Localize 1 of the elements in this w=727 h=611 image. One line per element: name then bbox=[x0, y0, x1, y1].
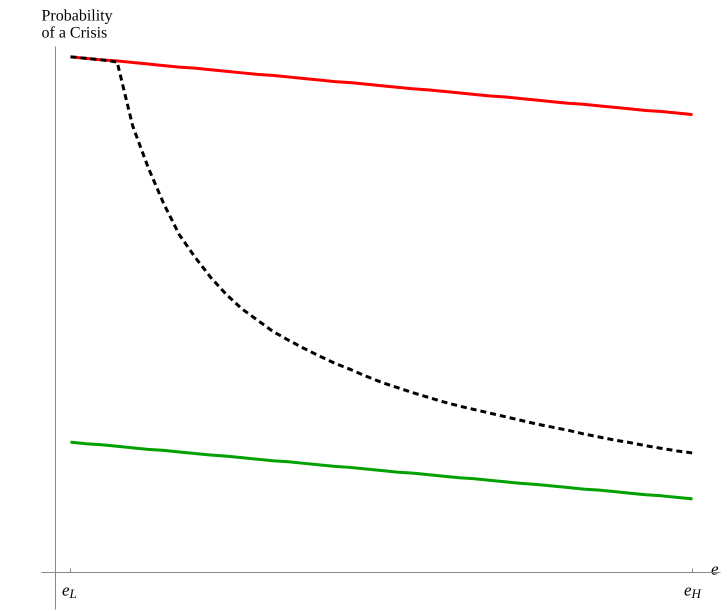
y-axis-title: Probability of a Crisis bbox=[42, 8, 113, 42]
